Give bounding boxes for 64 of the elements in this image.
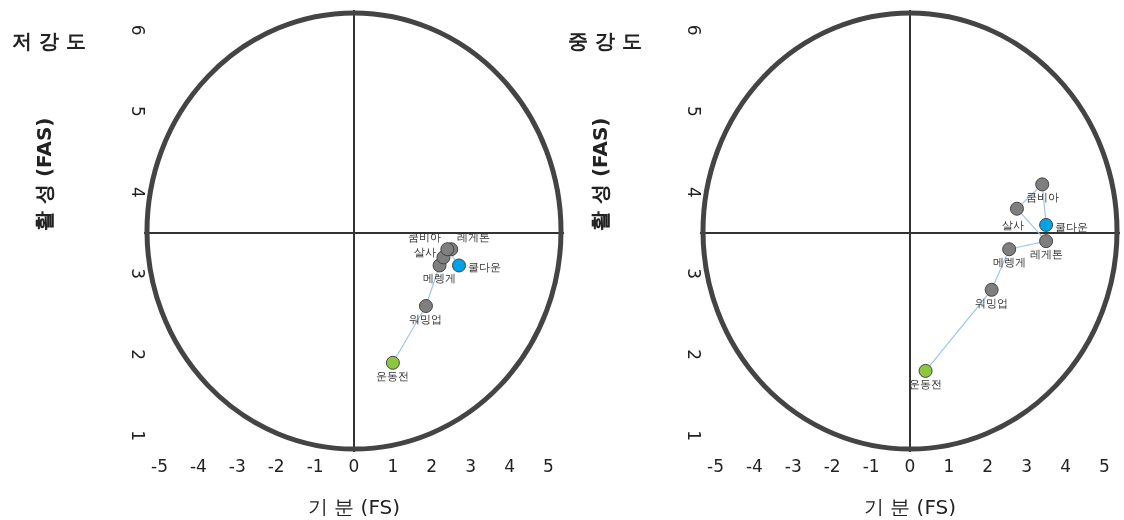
y-tick-label: 4 [684, 187, 704, 198]
y-tick-label: 4 [128, 187, 148, 198]
point [1002, 242, 1017, 257]
x-tick-label: -5 [151, 456, 169, 477]
point [418, 299, 433, 314]
point [452, 258, 466, 273]
point [1035, 177, 1050, 192]
x-tick-label: 1 [387, 456, 399, 477]
x-tick-label: 0 [348, 456, 360, 477]
text: 중 강 도 [568, 28, 642, 55]
point [1039, 217, 1054, 232]
x-tick-label: -2 [267, 456, 285, 477]
x-tick-label: -2 [823, 456, 841, 477]
x-tick-label: 5 [543, 456, 554, 477]
x-tick-label: -1 [306, 456, 324, 477]
x-tick-label: 2 [982, 456, 994, 477]
x-tick-label: 0 [904, 456, 916, 477]
y-tick-label: 3 [128, 268, 148, 279]
y-tick-label: 2 [684, 349, 704, 361]
point [385, 355, 400, 370]
series-label: 메렝게 [423, 272, 457, 285]
y-tick-label: 6 [128, 24, 148, 36]
series-label: 쿨다운 [1055, 220, 1089, 233]
series-label: 메렝게 [992, 256, 1026, 269]
series-label: 쿨다운 [468, 261, 501, 274]
x-tick-label: 4 [504, 456, 515, 477]
x-tick-label: 4 [1060, 456, 1071, 477]
point [1009, 201, 1024, 216]
series-label: 워밍업 [975, 296, 1009, 309]
series-label: 레게톤 [1029, 248, 1063, 261]
x-tick-label: -3 [784, 456, 802, 477]
y-tick-label: 2 [128, 349, 148, 361]
point [918, 363, 933, 378]
series-label: 레게톤 [457, 231, 491, 244]
y-tick-label: 5 [128, 105, 148, 117]
series-label: 쿰비아 [1025, 191, 1059, 204]
x-tick-label: -5 [707, 456, 725, 477]
point [440, 242, 455, 257]
x-tick-label: -4 [745, 456, 763, 477]
x-tick-label: -4 [189, 456, 207, 477]
y-tick-label: 5 [684, 105, 704, 117]
x-axis-title: 기 분 (FS) [863, 495, 957, 519]
series-label: 운동전 [909, 377, 943, 390]
x-tick-label: 2 [426, 456, 438, 477]
point [984, 282, 999, 297]
y-tick-label: 3 [684, 268, 704, 279]
point [1039, 234, 1054, 249]
y-axis-title: 활 성 (FAS) [32, 117, 57, 231]
x-tick-label: -3 [228, 456, 246, 477]
x-tick-label: 3 [1021, 456, 1033, 477]
series-label: 운동전 [376, 369, 410, 382]
x-tick-label: 3 [465, 456, 477, 477]
text: 저 강 도 [12, 28, 86, 55]
x-tick-label: 1 [943, 456, 955, 477]
series-label: 살사 [414, 246, 437, 259]
x-tick-label: 5 [1099, 456, 1110, 477]
x-axis-title: 기 분 (FS) [307, 495, 401, 519]
y-tick-label: 6 [684, 24, 704, 36]
series-label: 워밍업 [409, 313, 443, 326]
x-tick-label: -1 [862, 456, 880, 477]
series-label: 살사 [1001, 218, 1024, 231]
y-tick-label: 1 [684, 430, 704, 442]
y-axis-title: 활 성 (FAS) [588, 117, 613, 231]
y-tick-label: 1 [128, 430, 148, 442]
